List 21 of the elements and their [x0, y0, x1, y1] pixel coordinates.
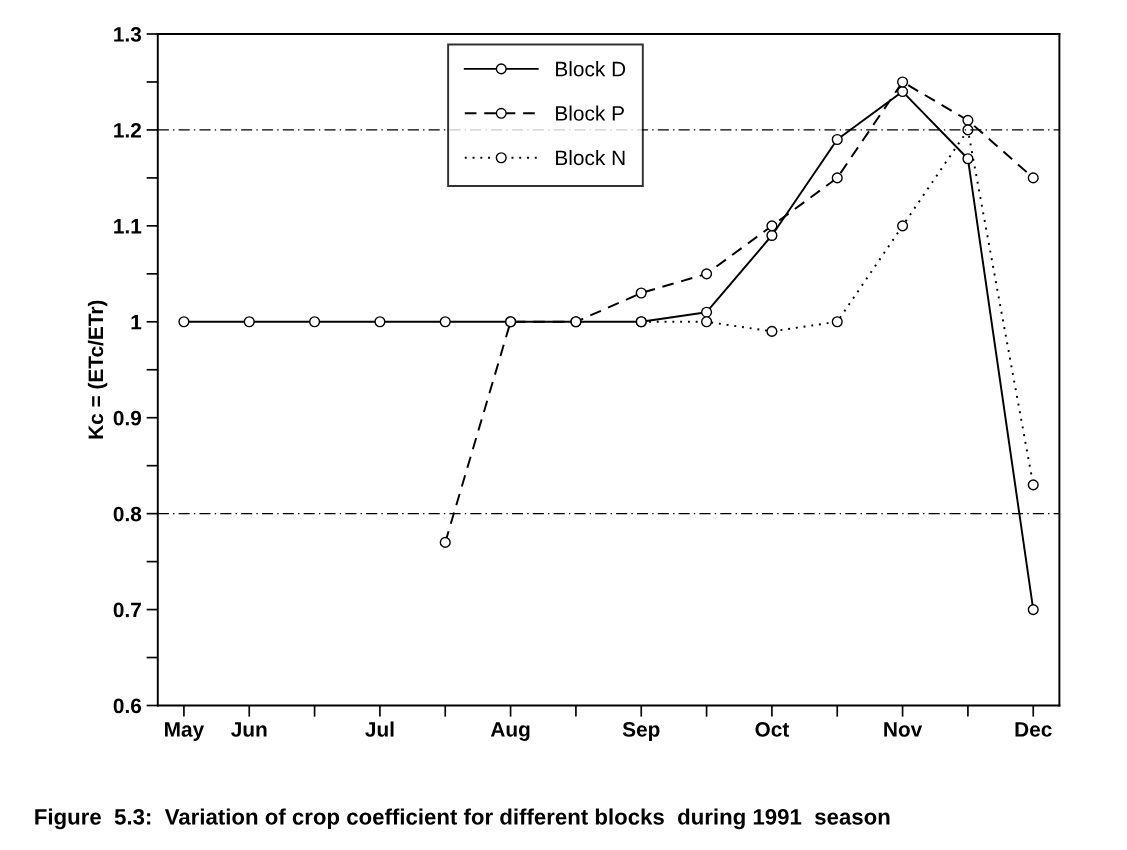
x-tick-label: Jun	[231, 722, 267, 737]
y-tick-label: 0.8	[113, 506, 142, 522]
legend-label: Block D	[556, 61, 626, 77]
caption: Figure 5.3: Variation of crop coefficient for different blocks during 1991 season	[35, 808, 890, 830]
x-tick-label: May	[165, 722, 205, 741]
y-tick-label: 1.1	[114, 219, 142, 234]
x-tick-label: Oct	[755, 722, 790, 737]
x-tick-label: Jul	[365, 721, 394, 737]
legend-label: Block P	[556, 105, 624, 121]
y-tick-label: 1.2	[114, 122, 141, 138]
legend-label: Block N	[556, 149, 625, 166]
x-tick-label: Sep	[622, 722, 660, 741]
y-axis-title: Kc = (ETc/ETr)	[87, 300, 108, 439]
y-tick-label: 1.3	[114, 27, 142, 42]
y-tick-label: 0.9	[113, 410, 142, 426]
x-tick-label: Aug	[490, 722, 530, 741]
y-tick-label: 0.7	[113, 602, 141, 618]
x-tick-label: Nov	[884, 722, 923, 737]
y-tick-label: 0.6	[113, 698, 142, 714]
y-tick-label: 1	[131, 315, 142, 330]
x-tick-label: Dec	[1015, 722, 1052, 737]
